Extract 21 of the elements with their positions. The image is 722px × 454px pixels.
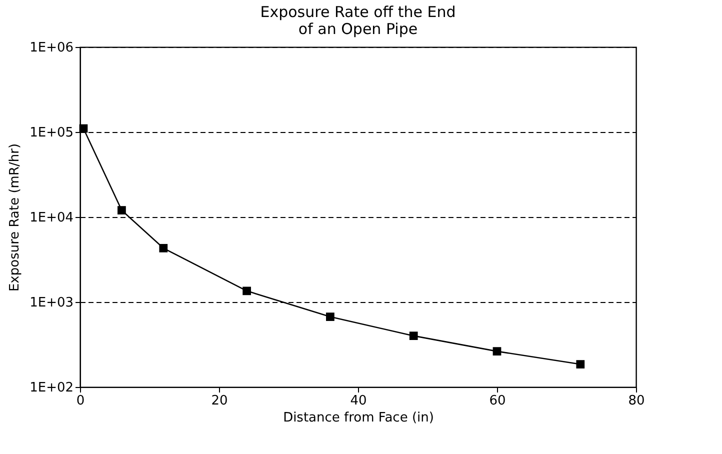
x-tick-label: 40 [350,394,367,408]
y-tick-label: 1E+06 [30,40,74,56]
x-tick-label: 20 [211,394,228,408]
x-tick-label: 80 [628,394,645,408]
chart-title: Exposure Rate off the End of an Open Pipe [260,3,456,38]
y-tick-label: 1E+05 [30,126,74,140]
point [576,360,585,368]
y-tick-label: 1E+02 [30,380,74,396]
y-tick-label: 1E+04 [30,210,74,226]
x-tick-label: 0 [76,394,85,408]
point [409,332,418,340]
point [326,312,334,321]
point [159,244,168,252]
y-axis-title: Exposure Rate (mR/hr) [8,143,23,292]
x-axis-title: Distance from Face (in) [283,410,434,426]
point [79,124,88,133]
point [242,286,251,296]
point [492,347,502,356]
x-tick-label: 60 [489,394,506,408]
point [118,206,126,214]
y-tick-label: 1E+03 [30,296,74,310]
